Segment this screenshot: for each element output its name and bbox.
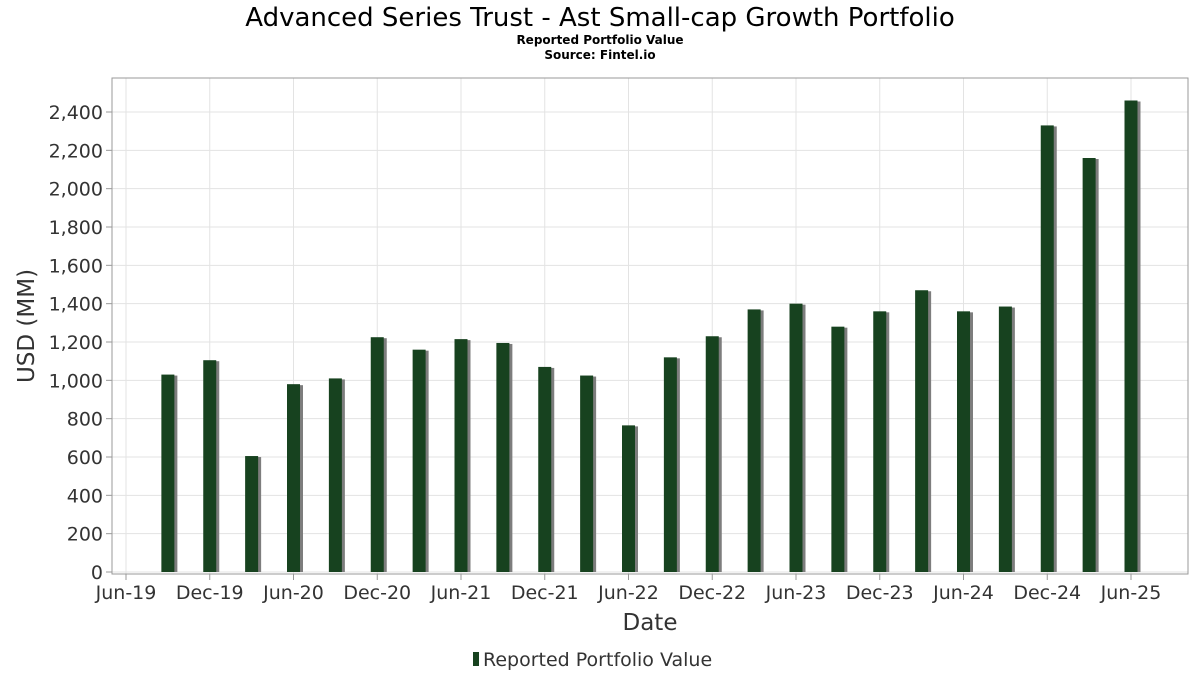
bar — [245, 456, 259, 572]
y-tick-label: 200 — [67, 524, 103, 546]
legend-label: Reported Portfolio Value — [483, 649, 712, 671]
bar — [747, 309, 761, 572]
x-tick-label: Dec-20 — [343, 582, 411, 604]
bars — [161, 100, 1141, 573]
x-axis-label: Date — [623, 610, 678, 636]
bar — [1040, 125, 1054, 573]
bar — [580, 375, 594, 572]
y-tick-label: 2,400 — [49, 102, 103, 124]
plot-frame — [111, 77, 1189, 575]
x-tick-label: Dec-21 — [511, 582, 579, 604]
y-tick-label: 1,800 — [49, 217, 103, 239]
y-tick-label: 1,600 — [49, 255, 103, 277]
grid-lines — [106, 78, 1188, 580]
bar — [873, 311, 887, 572]
chart-subtitle: Reported Portfolio Value — [516, 33, 684, 47]
y-tick-label: 600 — [67, 447, 103, 469]
bar — [328, 378, 342, 572]
bar — [998, 306, 1012, 572]
y-tick-label: 0 — [91, 562, 103, 584]
bar — [957, 311, 970, 572]
y-axis-label: USD (MM) — [14, 269, 40, 383]
legend-swatch — [473, 652, 479, 666]
bar — [663, 357, 677, 572]
chart-title: Advanced Series Trust - Ast Small-cap Gr… — [245, 3, 955, 33]
x-tick-labels: Jun-19 Dec-19 Jun-20 Dec-20 Jun-21 Dec-21 Jun-… — [95, 582, 1162, 604]
bar — [287, 384, 300, 572]
x-tick-label: Dec-19 — [176, 582, 244, 604]
bar — [203, 360, 217, 572]
bar — [789, 303, 803, 572]
x-tick-label: Jun-23 — [765, 582, 827, 604]
legend: Reported Portfolio Value — [473, 649, 712, 671]
chart-header: Advanced Series Trust - Ast Small-cap Gr… — [0, 0, 1200, 63]
bar — [161, 374, 175, 572]
bar — [496, 342, 510, 572]
x-tick-label: Jun-22 — [597, 582, 659, 604]
bar — [1082, 158, 1096, 572]
bar — [370, 337, 384, 572]
x-tick-label: Dec-23 — [846, 582, 914, 604]
bar — [915, 290, 929, 572]
x-tick-label: Jun-25 — [1100, 582, 1162, 604]
y-tick-label: 1,000 — [49, 370, 103, 392]
bar — [1124, 100, 1138, 572]
y-tick-label: 800 — [67, 409, 103, 431]
y-tick-label: 1,200 — [49, 332, 103, 354]
x-tick-label: Dec-24 — [1013, 582, 1081, 604]
bar — [831, 326, 845, 572]
bar — [622, 425, 635, 572]
bar — [705, 336, 719, 572]
bar — [538, 366, 552, 572]
x-tick-label: Jun-20 — [262, 582, 324, 604]
x-tick-label: Jun-24 — [932, 582, 994, 604]
chart-source: Source: Fintel.io — [544, 48, 656, 62]
x-tick-label: Dec-22 — [678, 582, 746, 604]
bar — [454, 339, 468, 572]
x-tick-label: Jun-21 — [430, 582, 492, 604]
y-tick-label: 2,200 — [49, 140, 103, 162]
bar — [412, 349, 426, 572]
y-tick-labels: 0 200 400 600 800 1,000 1,200 1,400 1,600 1,800 2,… — [49, 102, 103, 584]
y-tick-label: 2,000 — [49, 179, 103, 201]
y-tick-label: 1,400 — [49, 294, 103, 316]
x-tick-label: Jun-19 — [95, 582, 157, 604]
y-tick-label: 400 — [67, 485, 103, 507]
